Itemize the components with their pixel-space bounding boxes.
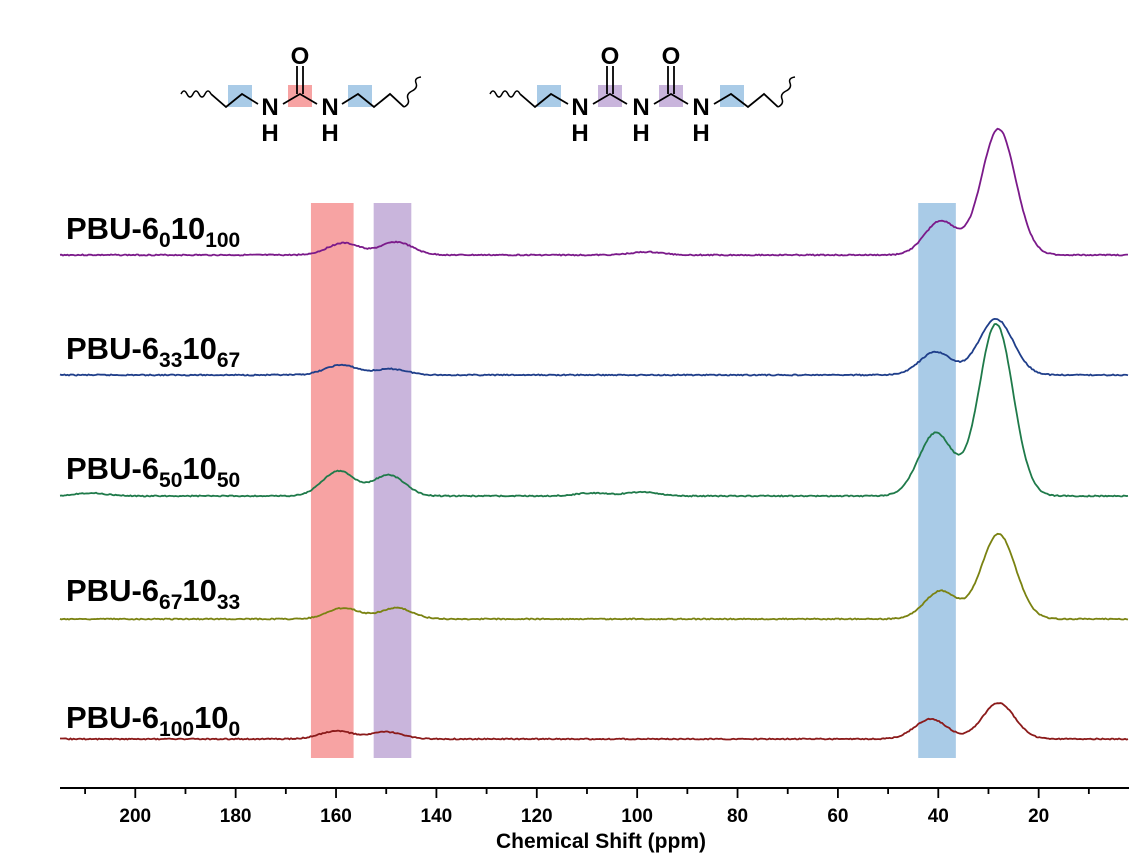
atom-N: N	[321, 94, 338, 121]
atom-H: H	[261, 120, 278, 147]
spectrum-trace-1	[59, 318, 1129, 377]
atom-N: N	[632, 94, 649, 121]
atom-H: H	[632, 120, 649, 147]
x-tick-label: 20	[1028, 806, 1049, 827]
x-axis-ticks: 200 180 160 140 120 100 80 60 40 20	[84, 788, 1090, 827]
spectrum-trace-4	[59, 702, 1129, 741]
spectrum-trace-0	[59, 127, 1129, 257]
series-label-3: PBU-6671033	[66, 573, 240, 614]
x-tick-label: 80	[727, 806, 748, 827]
urea-structure: O N H N H	[180, 43, 422, 147]
x-tick-label: 60	[827, 806, 848, 827]
x-tick-label: 120	[521, 806, 553, 827]
biuret-structure: O O N H N H N H	[489, 43, 796, 147]
spectra-traces	[59, 127, 1129, 741]
highlight-band-2	[918, 203, 956, 758]
spectrum-trace-3	[59, 532, 1129, 621]
series-label-4: PBU-6100100	[66, 700, 240, 741]
atom-O: O	[291, 43, 310, 70]
atom-O: O	[662, 43, 681, 70]
series-label-0: PBU-6010100	[66, 211, 240, 252]
atom-H: H	[571, 120, 588, 147]
x-tick-label: 200	[119, 806, 151, 827]
x-tick-label: 40	[928, 806, 949, 827]
x-axis-title: Chemical Shift (ppm)	[496, 830, 706, 853]
x-tick-label: 100	[621, 806, 653, 827]
atom-O: O	[601, 43, 620, 70]
x-tick-label: 140	[421, 806, 453, 827]
highlight-band-0	[310, 203, 354, 758]
highlight-bands	[310, 203, 956, 758]
x-tick-label: 160	[320, 806, 352, 827]
x-tick-label: 180	[220, 806, 252, 827]
atom-H: H	[321, 120, 338, 147]
atom-H: H	[692, 120, 709, 147]
series-labels: PBU-6010100 PBU-6331067 PBU-6501050 PBU-667…	[66, 211, 240, 741]
atom-N: N	[692, 94, 709, 121]
spectrum-trace-2	[59, 322, 1129, 498]
highlight-band-1	[373, 203, 412, 758]
atom-N: N	[571, 94, 588, 121]
series-label-1: PBU-6331067	[66, 331, 240, 372]
series-label-2: PBU-6501050	[66, 451, 240, 492]
atom-N: N	[261, 94, 278, 121]
